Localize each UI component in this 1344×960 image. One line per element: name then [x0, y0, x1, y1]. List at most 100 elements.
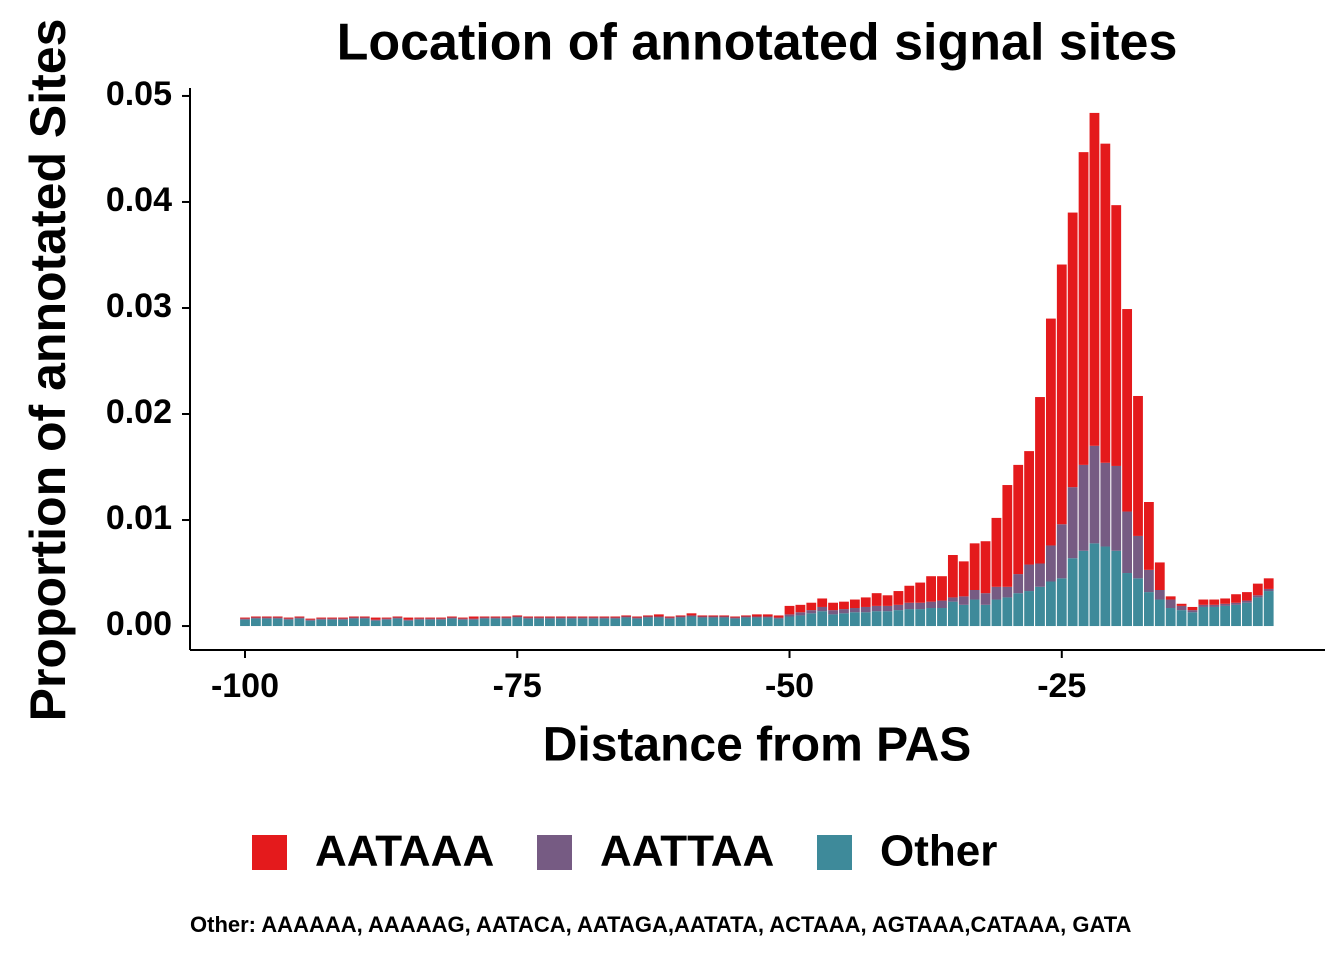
bar-segment	[958, 596, 969, 605]
bar-segment	[381, 617, 392, 619]
bar-segment	[1024, 564, 1035, 592]
bar-segment	[915, 609, 926, 627]
bar-segment	[425, 619, 436, 627]
bar-segment	[566, 616, 577, 618]
bar-segment	[370, 617, 381, 620]
bar-segment	[675, 616, 686, 618]
bar-segment	[1198, 604, 1209, 607]
bar-segment	[828, 610, 838, 615]
bar-segment	[370, 620, 381, 627]
bar-segment	[784, 616, 795, 627]
bar-segment	[1198, 599, 1209, 605]
bar-segment	[327, 619, 338, 627]
bar-segment	[632, 618, 642, 627]
bar-segment	[653, 616, 664, 618]
bar-segment	[338, 618, 348, 620]
bar-segment	[947, 597, 958, 602]
bar-segment	[1263, 591, 1274, 627]
bar-segment	[1220, 605, 1231, 627]
bar-segment	[414, 617, 425, 619]
bar-segment	[512, 616, 523, 618]
bar-segment	[1024, 591, 1035, 627]
bar-segment	[1078, 464, 1089, 551]
bar-segment	[893, 591, 904, 605]
bar-segment	[915, 602, 926, 610]
bar-segment	[261, 617, 272, 619]
bar-segment	[828, 602, 838, 611]
bar-segment	[501, 617, 512, 619]
bar-segment	[479, 616, 490, 618]
x-tick-label: -75	[493, 667, 542, 705]
bar-segment	[359, 618, 370, 627]
bar-segment	[958, 561, 969, 597]
bar-segment	[1035, 563, 1045, 587]
bar-segment	[349, 618, 359, 627]
x-tick-label: -25	[1037, 667, 1086, 705]
bar-segment	[1144, 501, 1154, 570]
bar-segment	[969, 543, 980, 590]
bar-segment	[534, 616, 544, 618]
bar-segment	[860, 606, 871, 613]
x-tick-label: -50	[765, 667, 814, 705]
bar-segment	[1035, 397, 1045, 564]
bar-segment	[937, 600, 947, 609]
bar-segment	[610, 616, 621, 618]
bar-segment	[240, 618, 250, 620]
bar-segment	[969, 599, 980, 627]
bar-segment	[664, 618, 675, 627]
bar-segment	[817, 598, 828, 607]
bar-segment	[926, 576, 936, 602]
bar-segment	[588, 616, 599, 618]
bar-segment	[436, 617, 446, 619]
bar-segment	[730, 618, 740, 627]
bar-segment	[784, 605, 795, 615]
bar-segment	[1154, 599, 1165, 627]
bar-segment	[1242, 600, 1252, 603]
bar-segment	[762, 617, 773, 627]
bar-segment	[250, 618, 261, 627]
bar-segment	[490, 617, 501, 619]
bar-segment	[240, 617, 250, 619]
bar-segment	[697, 615, 708, 617]
chart-title: Location of annotated signal sites	[337, 14, 1178, 72]
bar-segment	[719, 615, 730, 617]
bar-segment	[414, 619, 425, 627]
bar-segment	[1198, 606, 1209, 627]
bar-segment	[1002, 597, 1013, 627]
bar-segment	[327, 618, 338, 620]
bar-segment	[512, 617, 523, 627]
bar-segment	[686, 613, 697, 616]
bar-segment	[1013, 464, 1024, 575]
bar-segment	[534, 617, 544, 619]
bar-segment	[599, 617, 610, 619]
bar-segment	[468, 618, 479, 620]
bar-segment	[523, 616, 534, 618]
bar-segment	[1045, 545, 1056, 582]
bar-segment	[1089, 445, 1100, 544]
bar-segment	[958, 604, 969, 627]
bar-segment	[980, 604, 991, 627]
bar-segment	[1045, 581, 1056, 627]
bar-segment	[1133, 535, 1143, 579]
bar-segment	[839, 613, 849, 627]
bar-segment	[1133, 395, 1143, 536]
bar-segment	[751, 616, 762, 618]
bar-segment	[643, 615, 653, 617]
bar-segment	[457, 619, 468, 627]
bar-segment	[250, 617, 261, 619]
bar-segment	[1242, 592, 1252, 601]
bar-segment	[1252, 595, 1263, 598]
bar-segment	[555, 617, 566, 619]
bar-segment	[1165, 596, 1176, 600]
bar-segment	[436, 619, 446, 627]
bar-segment	[1056, 578, 1067, 627]
bar-segment	[839, 601, 849, 610]
bar-segment	[599, 618, 610, 627]
bar-segment	[490, 616, 501, 618]
bar-segment	[751, 617, 762, 627]
bar-segment	[762, 614, 773, 617]
bar-segment	[1252, 583, 1263, 596]
bar-segment	[849, 599, 860, 609]
bar-segment	[501, 616, 512, 618]
